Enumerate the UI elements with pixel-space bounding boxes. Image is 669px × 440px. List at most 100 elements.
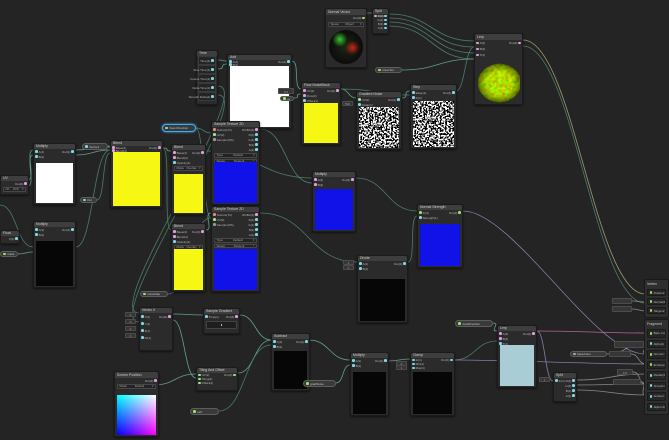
node-add-top[interactable]: Add A(1) B(1) Out(1) [227, 54, 292, 129]
output-port[interactable]: B(1) [249, 142, 259, 147]
node-time[interactable]: Time Time(1) Sine Time(1) Cosine Time(1) Del… [189, 50, 218, 105]
node-multiply-blue[interactable]: Multiply A(4) B(4) Out(4) [312, 171, 356, 232]
input-port[interactable]: Min(1) [411, 362, 424, 366]
default-value-stub[interactable]: 2 [343, 260, 354, 265]
input-port[interactable]: In(1) [554, 378, 565, 383]
output-port[interactable]: R(1) [378, 14, 388, 18]
input-port[interactable]: In(1) [411, 95, 422, 100]
input-port[interactable]: A(1) [272, 339, 282, 344]
master-row[interactable]: Normal (Tangent Space)(3) [647, 350, 666, 359]
output-port[interactable]: Sine Time(1) [193, 65, 216, 74]
output-port[interactable]: Out(4) [145, 378, 158, 383]
pill-view-direction[interactable]: View Direction [162, 124, 196, 132]
master-row[interactable]: Ambient Occlusion(1) [647, 392, 666, 401]
input-port[interactable]: Z(1) [140, 327, 150, 334]
output-port[interactable]: Out(1) [296, 339, 309, 344]
input-port[interactable]: UV(2) [212, 132, 224, 137]
input-port[interactable]: Blend(4) [172, 234, 188, 239]
node-lerp-sphere[interactable]: Lerp A(4) B(4) T(4) Out(4) [474, 33, 523, 105]
input-port[interactable]: B(4) [313, 182, 323, 187]
output-port[interactable]: G(1) [248, 222, 259, 227]
input-port[interactable]: UV(4) [302, 88, 314, 93]
output-port[interactable]: Out(4) [327, 88, 340, 93]
output-port[interactable]: Out(4) [192, 229, 205, 234]
master-block-fragment[interactable]: Fragment Base Color(3) Alpha(1) Normal (Tan… [644, 319, 669, 415]
master-row[interactable]: Tangent(3) [647, 307, 666, 314]
node-vector4[interactable]: Vector 4 X(1) Y(1) Z(1) W(1) Out(4) [139, 307, 173, 351]
pill-uv0[interactable]: uv0 [190, 408, 219, 415]
pill-mask[interactable]: mask [0, 251, 18, 257]
default-value-stub[interactable]: 1 [396, 365, 407, 370]
dropdown[interactable]: Type Default ▾ [214, 153, 257, 158]
output-port[interactable]: A(1) [566, 393, 576, 398]
output-port[interactable]: G(1) [377, 18, 388, 22]
input-port[interactable]: A(1) [228, 60, 238, 64]
master-row[interactable]: Alpha(1) [647, 339, 666, 348]
input-port[interactable]: T(4) [475, 52, 485, 58]
node-step-node[interactable]: Step Edge(1) In(1) Out(1) [410, 84, 457, 149]
default-value-stub[interactable]: 0 [125, 333, 136, 338]
output-port[interactable]: G(1) [248, 137, 259, 142]
input-port[interactable]: Scale(1) [357, 102, 373, 107]
output-port[interactable]: Time(1) [198, 56, 216, 65]
input-port[interactable]: T(1) [498, 341, 508, 346]
node-gradient-noise[interactable]: Gradient Noise UV(2) Scale(1) Out(1) [356, 91, 402, 150]
input-port[interactable]: A(1) [351, 358, 361, 363]
output-port[interactable]: Out(4) [192, 150, 205, 155]
output-port[interactable]: Out(4) [523, 331, 536, 336]
master-row[interactable]: Metallic(1) [647, 371, 666, 380]
input-port[interactable]: Opacity(1) [172, 239, 190, 244]
input-port[interactable]: Tiling(2) [197, 377, 212, 381]
node-sample-gradient[interactable]: Sample Gradient Time(1) Out(4) [203, 308, 240, 334]
node-screen-position[interactable]: Screen Position Out(4) Mode Default ▾ [114, 371, 159, 437]
input-port[interactable]: Time(1) [204, 314, 219, 319]
dropdown[interactable]: Mode Overlay ▾ [174, 166, 203, 171]
input-port[interactable]: In(4) [373, 14, 384, 18]
input-port[interactable]: Sampler(SS) [212, 137, 234, 142]
default-value-stub[interactable]: 0 [125, 312, 136, 317]
default-value-stub[interactable]: 0 [125, 326, 136, 331]
input-port[interactable]: Y(1) [140, 320, 150, 327]
default-value-stub[interactable]: 0.5 [617, 369, 633, 375]
input-port[interactable]: A(4) [498, 331, 508, 336]
output-port[interactable]: Out(1) [375, 358, 388, 363]
input-port[interactable]: Strength(1) [418, 215, 438, 220]
node-uv-left[interactable]: UV Out(4) Ch UV0 ▾ [0, 175, 29, 195]
input-port[interactable]: Flow(4) [302, 93, 317, 98]
node-normal-vector[interactable]: Normal Vector Out(3) Space Object ▾ [325, 8, 367, 68]
input-port[interactable]: UV(2) [357, 97, 369, 102]
master-row[interactable]: Normal(3) [647, 298, 666, 305]
output-port[interactable]: Out(3) [353, 15, 366, 21]
pill-grad-noise[interactable]: gradNoise [303, 380, 336, 387]
pill-vector1[interactable]: Vector1 [82, 143, 108, 150]
node-multiply-black-left[interactable]: Multiply A(1) B(1) Out(1) [33, 221, 76, 288]
input-port[interactable]: Edge(1) [411, 90, 426, 95]
output-port[interactable]: Out(1) [394, 261, 407, 266]
output-port[interactable]: X(1) [9, 236, 19, 241]
node-sample-texture-1[interactable]: Sample Texture 2D Texture(T2) UV(2) Sampler… [211, 121, 260, 205]
node-divide-mid[interactable]: Divide A(1) B(1) Out(1) [357, 255, 408, 323]
master-row[interactable]: Position(3) [647, 289, 666, 296]
master-block-vertex[interactable]: Vertex Position(3) Normal(3) Tangent(3) [644, 279, 669, 318]
output-port[interactable]: Smooth Delta(1) [189, 92, 216, 101]
pill-noise-tex[interactable]: noiseTex [375, 67, 402, 73]
output-port[interactable]: A(1) [249, 147, 259, 152]
output-port[interactable]: Out(4) [149, 146, 162, 150]
node-tiling-offset[interactable]: Tiling And Offset UV(2) Tiling(2) Offset(2)… [196, 367, 238, 391]
output-port[interactable]: Out(4) [509, 40, 522, 46]
default-value-stub[interactable]: 0 [343, 265, 354, 270]
node-blend-big[interactable]: Blend Base(4) Blend(4) Out(4) [110, 140, 163, 208]
output-port[interactable]: B(1) [378, 22, 388, 26]
input-port[interactable]: A(4) [313, 177, 323, 182]
node-split-bottom[interactable]: Split In(1) R(1) G(1) B(1) A(1) [553, 372, 577, 402]
input-port[interactable]: A(1) [34, 149, 44, 154]
output-port[interactable]: Out(4) [226, 314, 239, 319]
default-value-stub[interactable] [613, 379, 641, 385]
master-row[interactable]: Emission(3) [647, 360, 666, 369]
dropdown[interactable]: Mode Default ▾ [117, 384, 156, 389]
dropdown[interactable]: Type Default ▾ [214, 238, 257, 243]
node-float-left[interactable]: Float X(1) [0, 230, 20, 244]
input-port[interactable]: B(4) [475, 46, 485, 52]
output-port[interactable]: R(1) [566, 378, 576, 383]
